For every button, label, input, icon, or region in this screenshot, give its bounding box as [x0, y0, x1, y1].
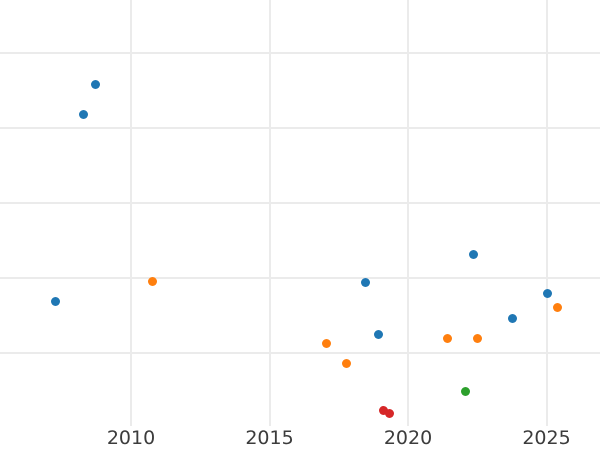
horizontal-gridline: [0, 277, 600, 279]
blue-series-point: [91, 79, 101, 89]
horizontal-gridline: [0, 202, 600, 204]
horizontal-gridline: [0, 127, 600, 129]
vertical-gridline: [268, 0, 271, 426]
orange-series-point: [342, 358, 352, 368]
x-tick-label: 2020: [383, 427, 433, 449]
blue-series-point: [469, 249, 479, 259]
x-tick-label: 2025: [522, 427, 571, 449]
blue-series-point: [51, 296, 61, 306]
blue-series-point: [543, 288, 553, 298]
orange-series-point: [552, 302, 562, 312]
horizontal-gridline: [0, 52, 600, 54]
green-series-point: [460, 386, 470, 396]
x-tick-label: 2010: [106, 427, 156, 449]
blue-series-point: [78, 109, 88, 119]
blue-series-point: [373, 329, 383, 339]
orange-series-point: [148, 276, 158, 286]
orange-series-point: [322, 338, 332, 348]
red-series-point: [379, 405, 389, 415]
x-tick-label: 2015: [245, 427, 294, 449]
horizontal-gridline: [0, 352, 600, 354]
orange-series-point: [443, 333, 453, 343]
blue-series-point: [361, 277, 371, 287]
blue-series-point: [507, 313, 517, 323]
vertical-gridline: [407, 0, 409, 426]
red-series-point: [385, 408, 395, 418]
orange-series-point: [473, 333, 483, 343]
vertical-gridline: [545, 0, 548, 426]
vertical-gridline: [130, 0, 132, 426]
